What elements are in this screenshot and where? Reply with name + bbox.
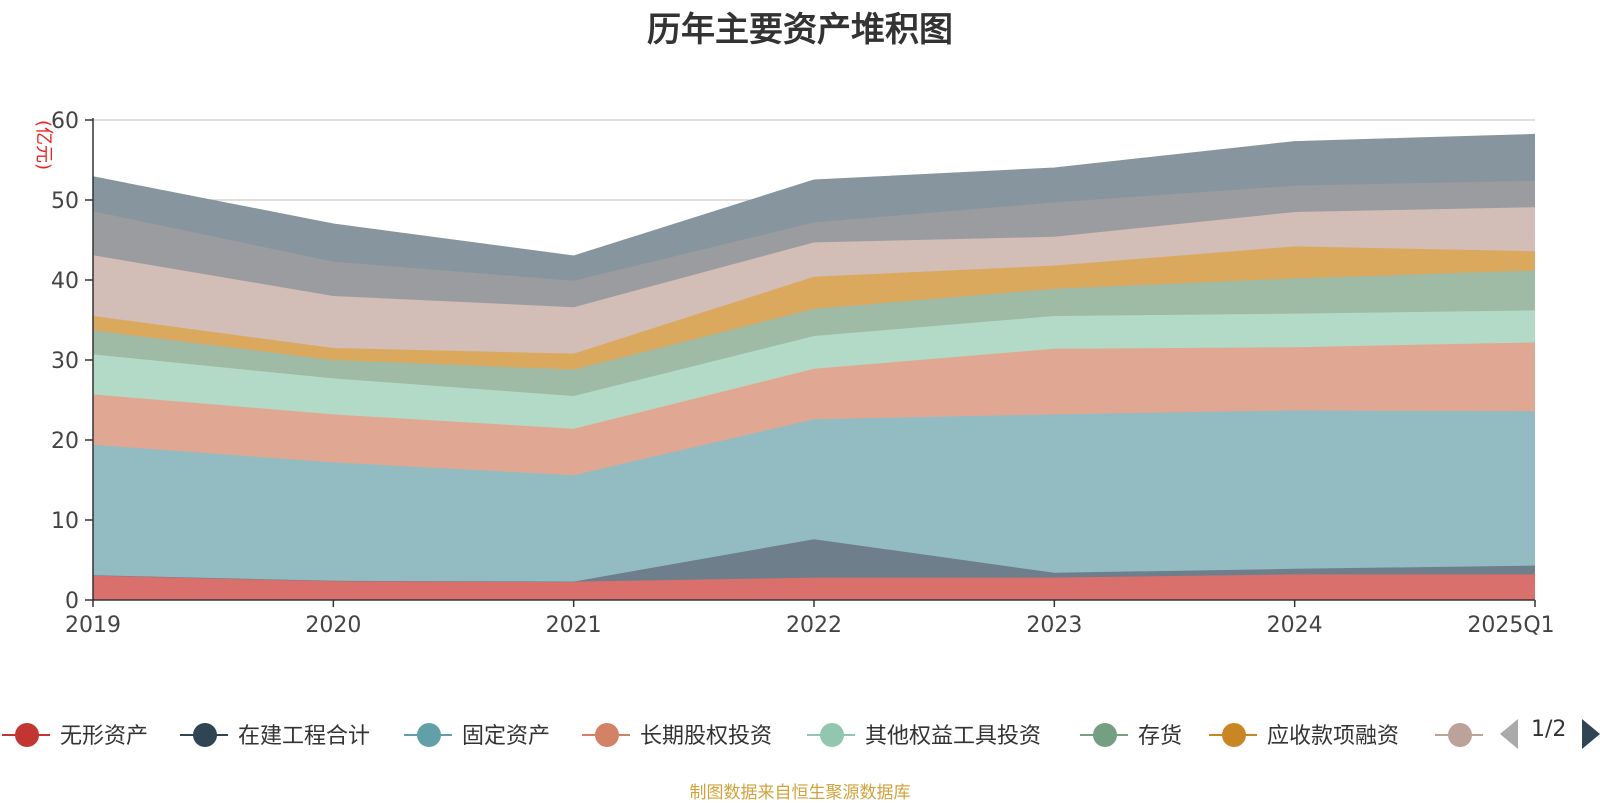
y-tick-label: 30 xyxy=(51,349,79,374)
y-tick-label: 10 xyxy=(51,509,79,534)
legend-circle-icon xyxy=(1448,723,1472,747)
area-series xyxy=(92,133,1536,600)
x-tick-label: 2022 xyxy=(786,613,842,638)
area-series-6 xyxy=(93,246,1535,370)
area-series-8 xyxy=(93,180,1535,308)
legend-label: 应收款项融资 xyxy=(1267,724,1400,749)
legend-prev-page-icon[interactable] xyxy=(1500,719,1520,749)
y-tick-label: 0 xyxy=(65,589,79,614)
area-series-line-9 xyxy=(92,133,1536,257)
legend-circle-icon xyxy=(15,723,39,747)
legend-label: 无形资产 xyxy=(60,724,149,749)
legend-circle-icon xyxy=(595,723,619,747)
legend-label: 存货 xyxy=(1138,724,1183,749)
y-tick-label: 50 xyxy=(51,189,79,214)
area-series-0 xyxy=(93,574,1535,600)
legend-label: 长期股权投资 xyxy=(640,724,773,749)
legend-circle-icon xyxy=(193,723,217,747)
legend-circle-icon xyxy=(820,723,844,747)
area-series-3 xyxy=(93,342,1535,476)
y-tick-label: 40 xyxy=(51,269,79,294)
legend-label: 固定资产 xyxy=(462,724,551,749)
area-series-7 xyxy=(93,207,1535,354)
x-tick-label: 2019 xyxy=(65,613,121,638)
x-tick-label: 2021 xyxy=(546,613,602,638)
legend-page-indicator: 1/2 xyxy=(1531,717,1567,742)
legend-label: 其他权益工具投资 xyxy=(865,724,1042,749)
area-series-9 xyxy=(93,134,1535,281)
legend-label: 在建工程合计 xyxy=(238,724,371,749)
area-series-4 xyxy=(93,310,1535,429)
x-tick-label: 2025Q1 xyxy=(1467,613,1554,638)
area-series-5 xyxy=(93,270,1535,396)
legend-circle-icon xyxy=(1093,723,1117,747)
legend-circle-icon xyxy=(1222,723,1246,747)
stacked-area-chart: 0 10 20 30 40 50 60 2019 2020 2021 2022 2023 2024 202… xyxy=(33,109,1555,638)
legend: 无形资产 在建工程合计 固定资产 长期股权投资 其他权益工具投资 存货 应收款项融资 xyxy=(0,700,1600,770)
x-tick-label: 2024 xyxy=(1267,613,1323,638)
y-tick-label: 20 xyxy=(51,429,79,454)
y-tick-label: 60 xyxy=(51,109,79,134)
area-series-2 xyxy=(93,410,1535,582)
chart-title: 历年主要资产堆积图 xyxy=(647,10,953,50)
x-tick-label: 2023 xyxy=(1026,613,1082,638)
axes: 0 10 20 30 40 50 60 2019 2020 2021 2022 2023 2024 202… xyxy=(51,109,1555,638)
legend-circle-icon xyxy=(417,723,441,747)
y-axis-unit-label: (亿元) xyxy=(33,120,54,170)
data-source-note: 制图数据来自恒生聚源数据库 xyxy=(689,783,911,803)
legend-next-page-icon[interactable] xyxy=(1580,719,1600,749)
x-tick-label: 2020 xyxy=(305,613,361,638)
